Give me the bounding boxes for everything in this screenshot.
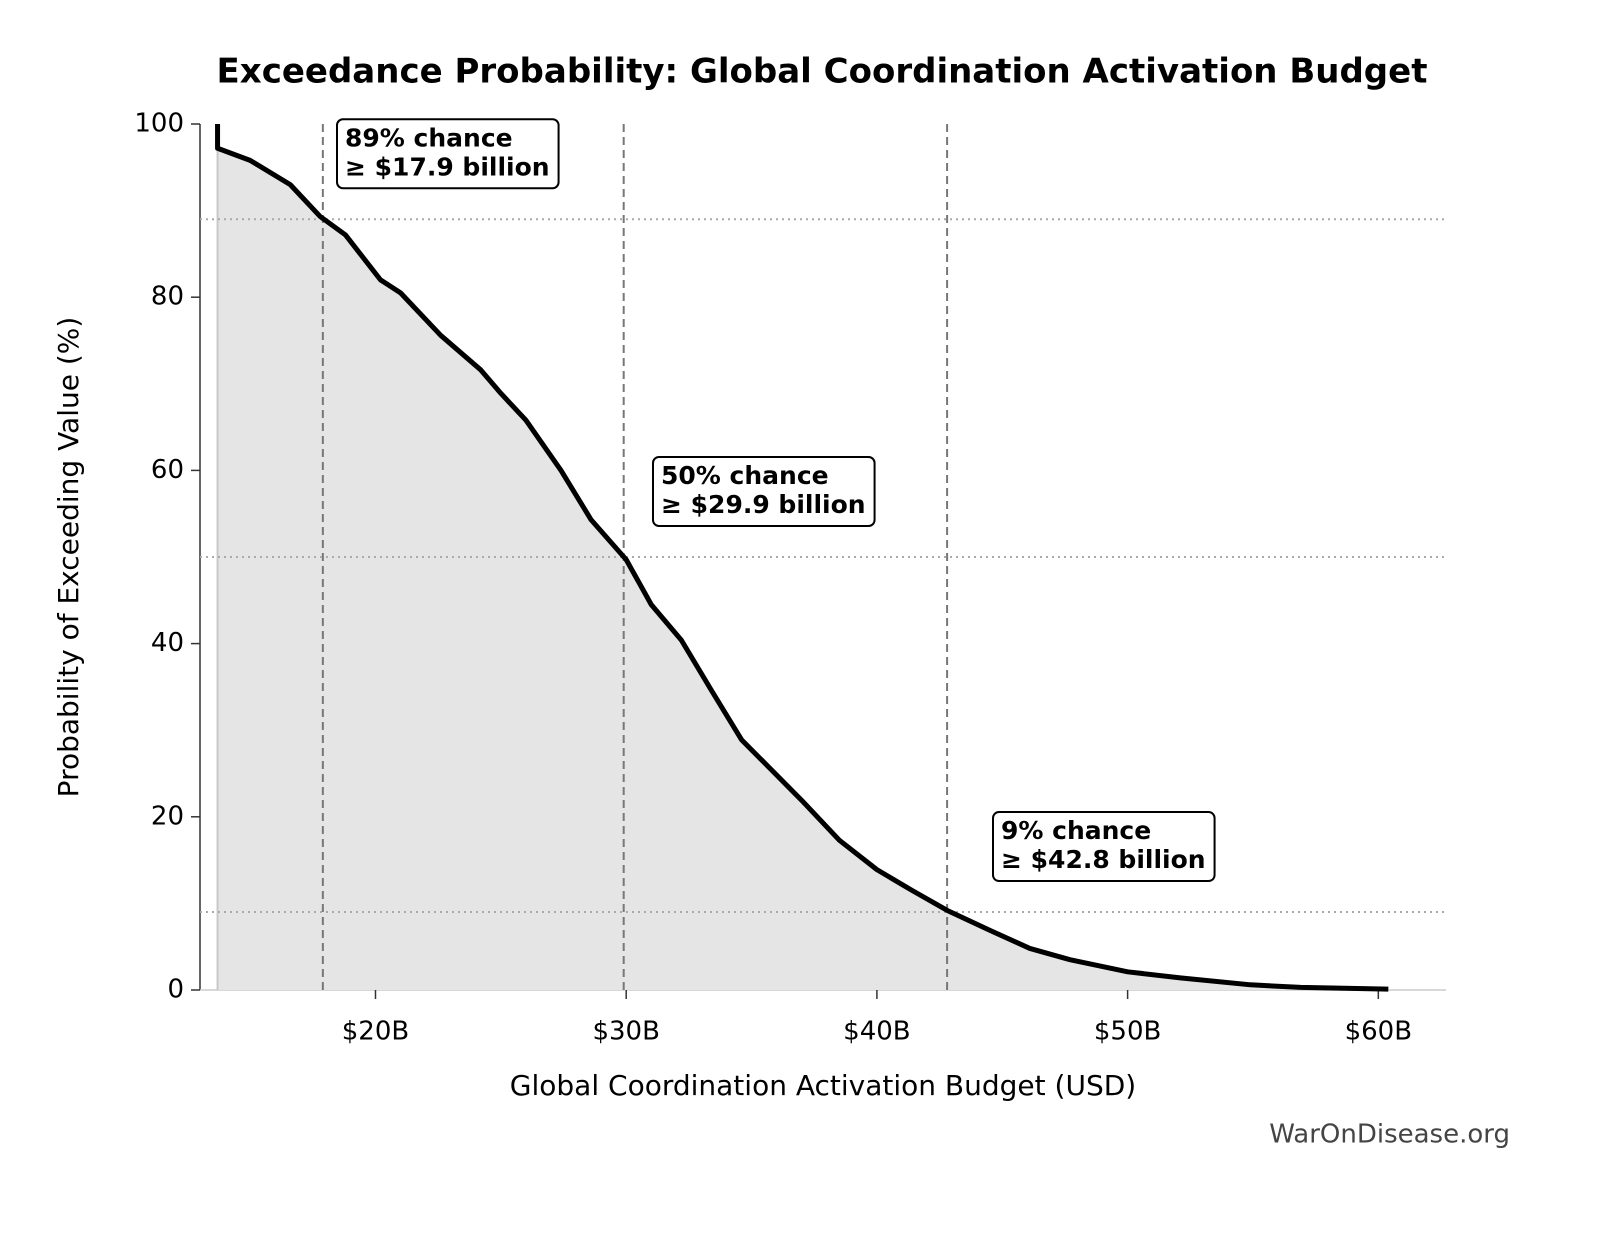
annotation-text: 9% chance	[1001, 816, 1151, 845]
annotation-text: ≥ $42.8 billion	[1001, 845, 1206, 874]
x-tick-label: $60B	[1345, 1017, 1412, 1047]
x-axis-label: Global Coordination Activation Budget (U…	[510, 1069, 1136, 1102]
x-tick-label: $30B	[592, 1017, 659, 1047]
y-tick-label: 0	[167, 975, 184, 1005]
annotation-box	[336, 118, 560, 190]
annotation-text: 89% chance	[345, 123, 513, 152]
annotation: 89% chance≥ $17.9 billion	[336, 118, 560, 190]
annotation: 9% chance≥ $42.8 billion	[992, 811, 1216, 883]
watermark: WarOnDisease.org	[1269, 1120, 1510, 1150]
annotation-box	[992, 811, 1216, 883]
annotation-box	[652, 456, 876, 527]
x-tick-label: $40B	[843, 1017, 910, 1047]
y-tick-label: 60	[151, 455, 184, 485]
y-tick-label: 100	[134, 109, 184, 139]
annotation-text: ≥ $17.9 billion	[345, 152, 550, 181]
y-tick-label: 80	[151, 282, 184, 312]
annotation-text: ≥ $29.9 billion	[661, 490, 866, 519]
annotation-text: 50% chance	[661, 461, 829, 490]
area-fill	[217, 124, 1389, 990]
exceedance-line	[215, 124, 1389, 992]
chart-title: Exceedance Probability: Global Coordinat…	[217, 52, 1428, 92]
x-tick-label: $20B	[342, 1017, 409, 1047]
y-tick-label: 20	[151, 801, 184, 831]
x-tick-label: $50B	[1094, 1017, 1161, 1047]
annotation: 50% chance≥ $29.9 billion	[652, 456, 876, 527]
y-tick-label: 40	[151, 628, 184, 658]
y-axis-label: Probability of Exceeding Value (%)	[52, 317, 85, 798]
